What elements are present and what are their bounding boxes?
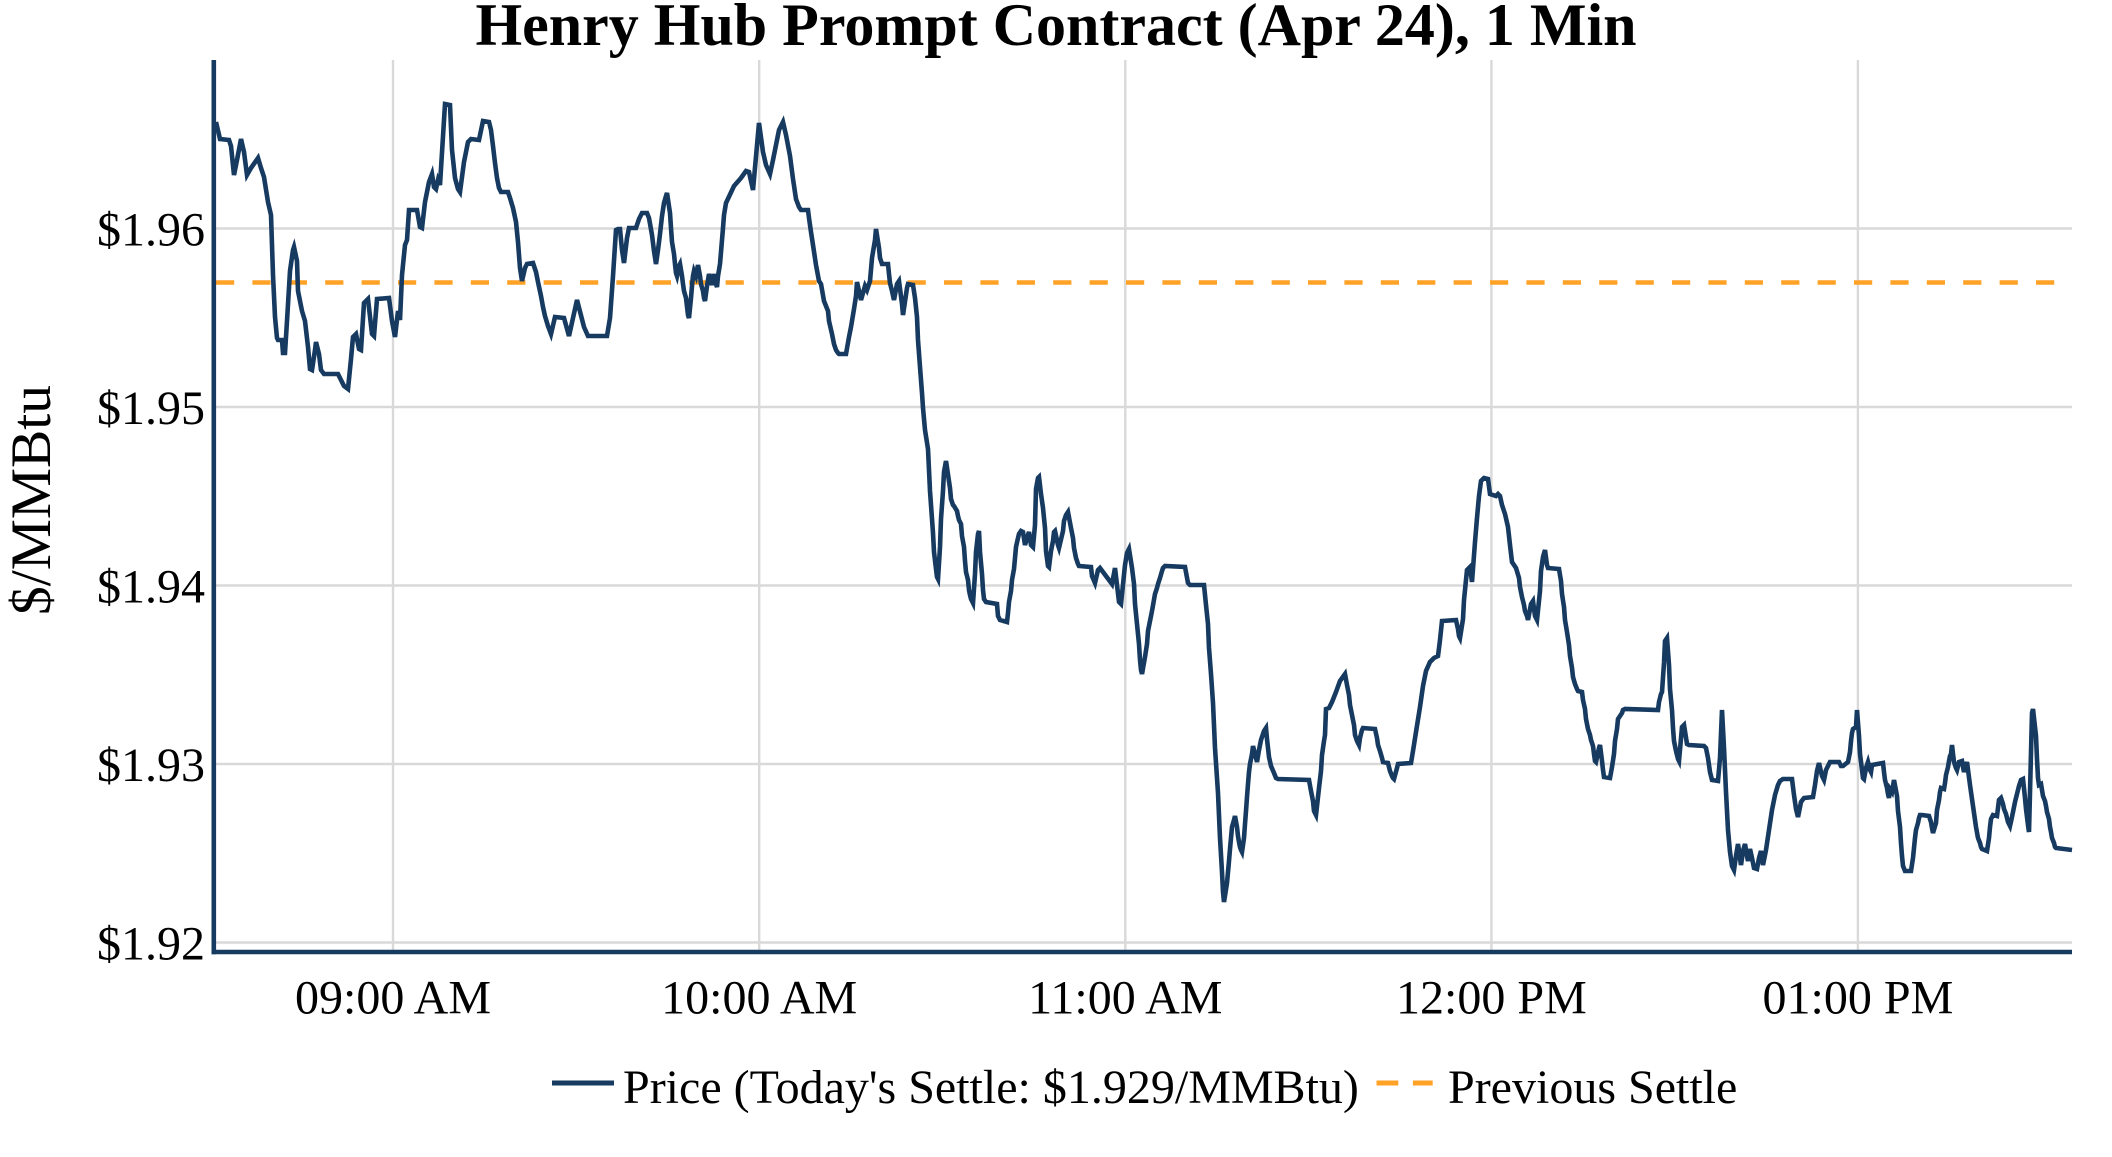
svg-text:Henry Hub Prompt Contract (Apr: Henry Hub Prompt Contract (Apr 24), 1 Mi… (475, 0, 1636, 58)
svg-text:$1.92: $1.92 (97, 918, 205, 971)
svg-text:09:00 AM: 09:00 AM (295, 972, 491, 1025)
svg-text:10:00 AM: 10:00 AM (661, 972, 857, 1025)
svg-text:Previous Settle: Previous Settle (1448, 1061, 1737, 1114)
svg-text:$/MMBtu: $/MMBtu (0, 385, 63, 615)
svg-text:11:00 AM: 11:00 AM (1028, 972, 1222, 1025)
svg-text:$1.94: $1.94 (97, 561, 205, 614)
svg-text:01:00 PM: 01:00 PM (1763, 972, 1954, 1025)
svg-text:Price (Today's Settle: $1.929/: Price (Today's Settle: $1.929/MMBtu) (623, 1061, 1359, 1114)
svg-text:12:00 PM: 12:00 PM (1396, 972, 1587, 1025)
svg-text:$1.96: $1.96 (97, 204, 205, 257)
svg-text:$1.93: $1.93 (97, 739, 205, 792)
svg-text:$1.95: $1.95 (97, 382, 205, 435)
